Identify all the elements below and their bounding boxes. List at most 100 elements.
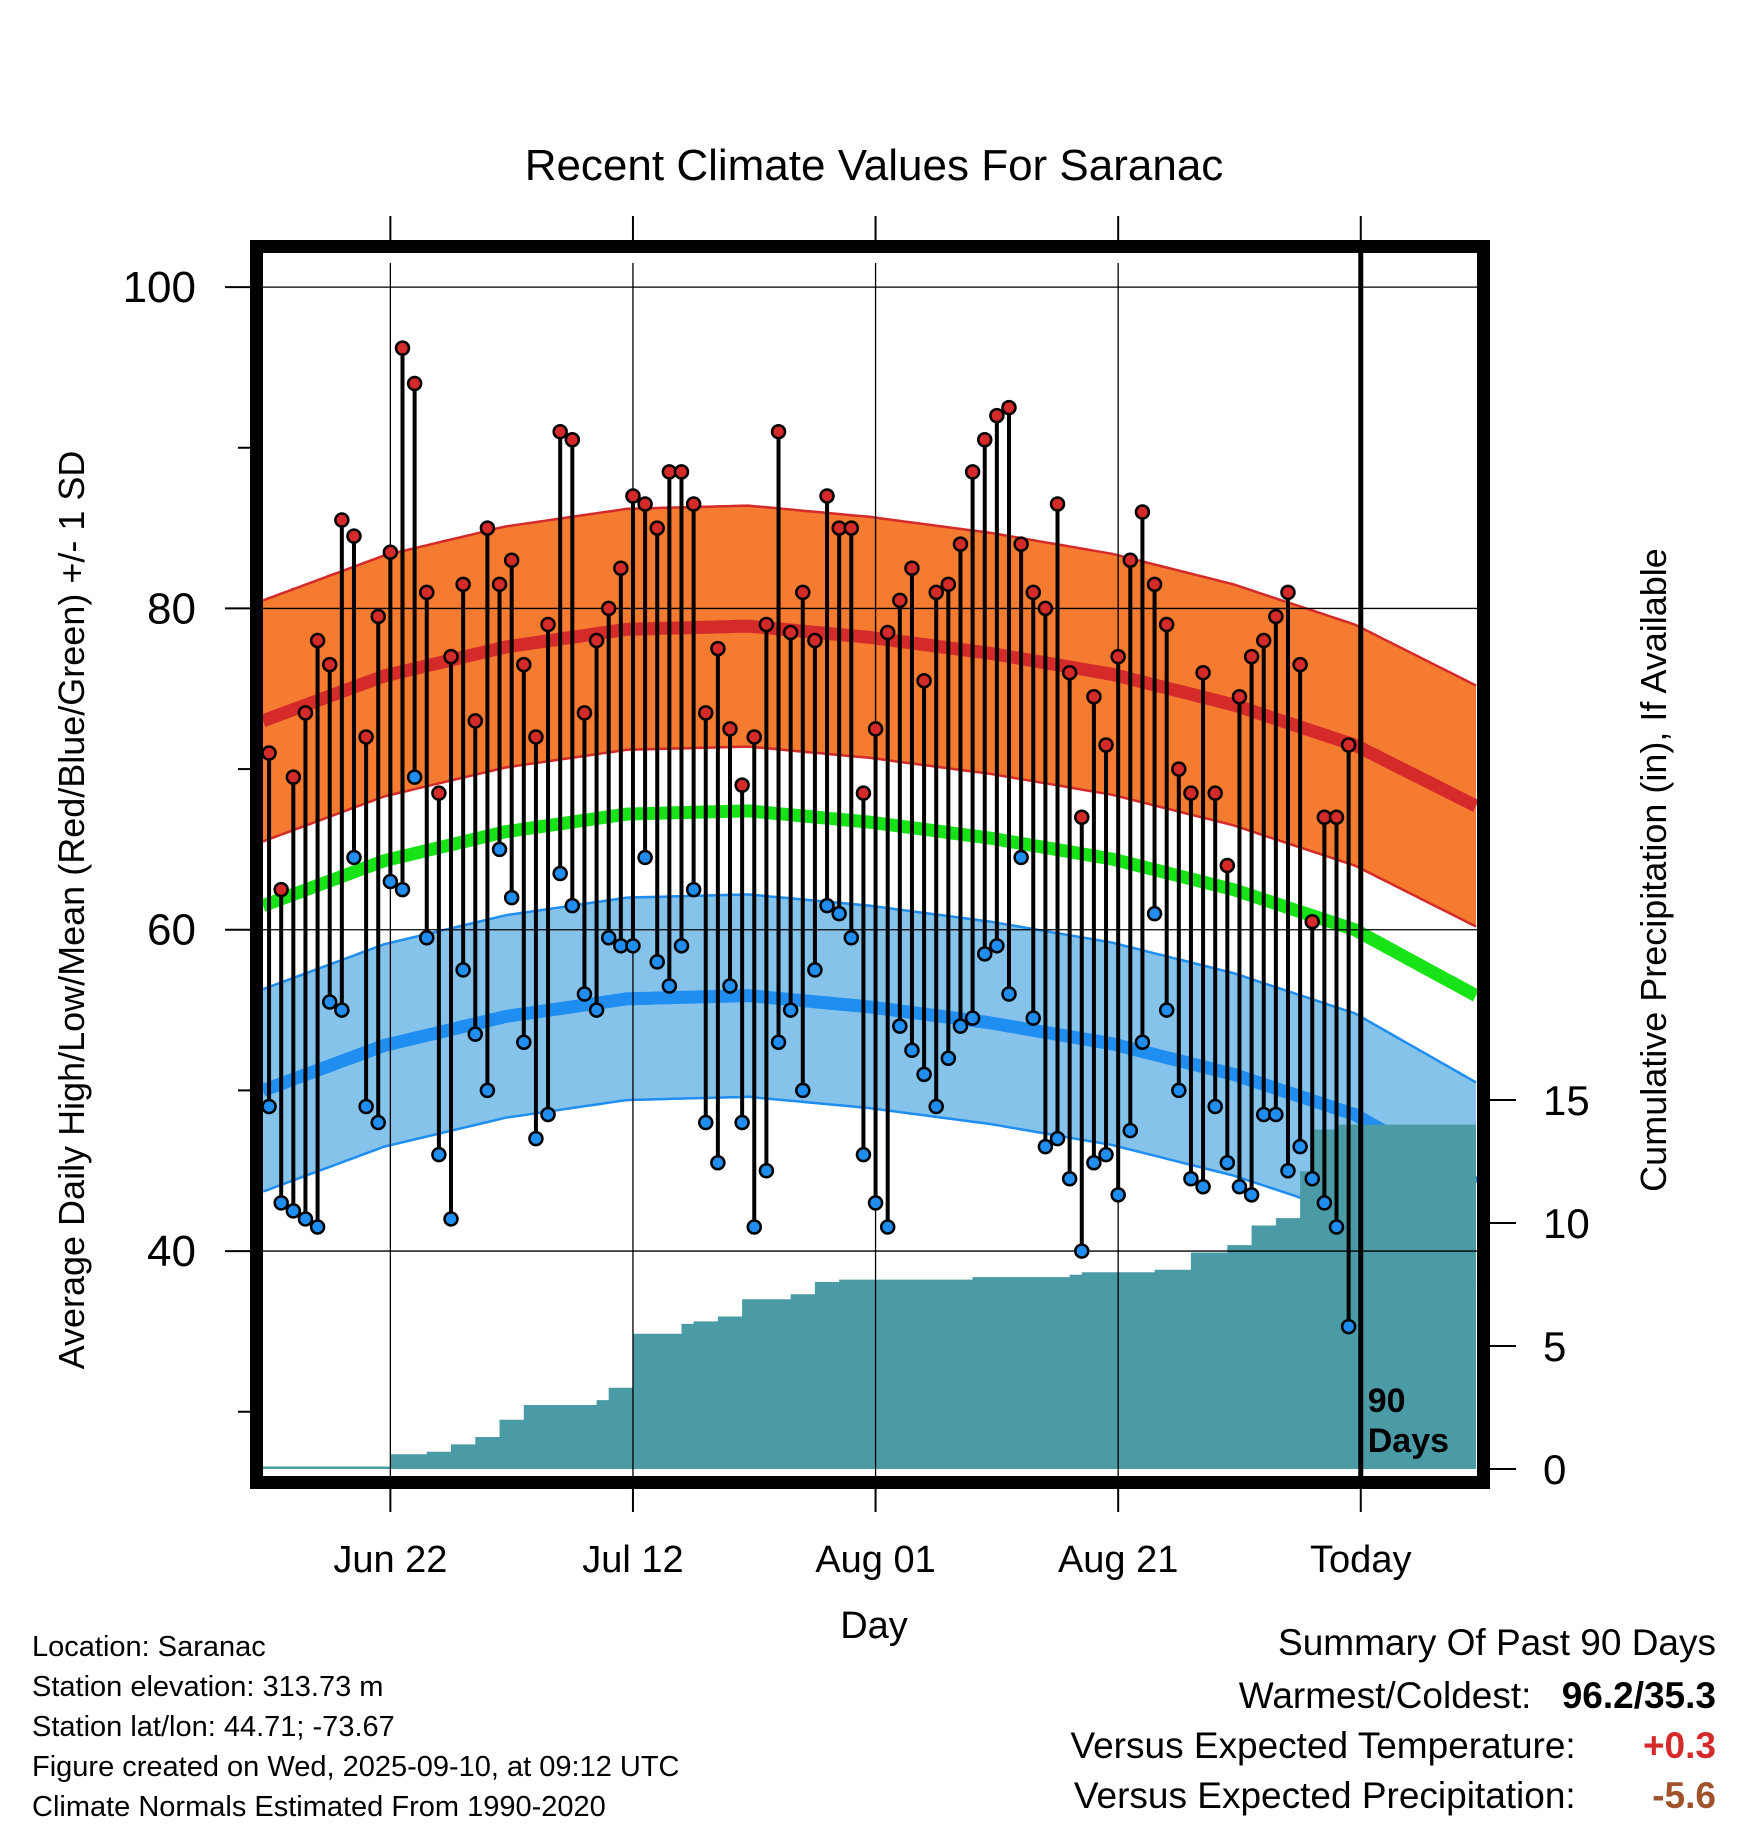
summary-precip-value: -5.6 bbox=[1652, 1775, 1716, 1816]
summary-warmest-value: 96.2/35.3 bbox=[1561, 1675, 1716, 1716]
high-temp-point bbox=[1219, 857, 1236, 874]
low-temp-point bbox=[1292, 1138, 1308, 1155]
high-temp-point bbox=[1098, 737, 1114, 753]
low-temp-point bbox=[1134, 1034, 1151, 1050]
summary-warmest-label: Warmest/Coldest: bbox=[1238, 1675, 1532, 1716]
low-temp-point bbox=[831, 905, 847, 922]
low-temp-point bbox=[1086, 1154, 1102, 1171]
high-temp-point bbox=[625, 488, 641, 504]
info-normals: Climate Normals Estimated From 1990-2020 bbox=[32, 1791, 606, 1823]
high-temp-point bbox=[697, 705, 714, 721]
low-temp-point bbox=[358, 1098, 374, 1115]
high-temp-point bbox=[1292, 656, 1308, 673]
high-temp-point bbox=[1013, 536, 1029, 552]
plot-area bbox=[263, 263, 1477, 1476]
low-temp-point bbox=[952, 1018, 969, 1034]
low-band-lower-edge bbox=[263, 1095, 1477, 1286]
low-temp-point bbox=[1304, 1171, 1320, 1187]
low-temp-point bbox=[382, 873, 399, 890]
high-temp-point bbox=[649, 520, 665, 536]
low-temp-point bbox=[964, 1010, 981, 1026]
x-tick-label: Aug 21 bbox=[1058, 1539, 1178, 1581]
high-temp-point bbox=[952, 536, 969, 552]
low-temp-point bbox=[600, 930, 617, 946]
high-temp-point bbox=[855, 785, 872, 801]
low-temp-point bbox=[758, 1162, 775, 1179]
low-temp-point bbox=[1268, 1106, 1284, 1123]
y-tick-label: 100 bbox=[123, 263, 196, 312]
high-temp-point bbox=[1134, 504, 1151, 520]
info-elevation: Station elevation: 313.73 m bbox=[32, 1671, 384, 1703]
y2-tick-label: 5 bbox=[1543, 1323, 1566, 1370]
low-temp-point bbox=[649, 954, 665, 970]
daily-range-sticks bbox=[267, 348, 1351, 1327]
low-temp-point bbox=[625, 938, 641, 954]
x-axis-label: Day bbox=[840, 1605, 908, 1647]
high-temp-point bbox=[964, 464, 981, 480]
low-temp-point bbox=[879, 1219, 896, 1235]
high-temp-point bbox=[795, 584, 811, 601]
low-temp-point bbox=[1183, 1171, 1199, 1187]
low-temp-point bbox=[528, 1130, 544, 1147]
high-temp-point bbox=[989, 407, 1005, 424]
low-temp-point bbox=[1074, 1243, 1090, 1259]
plot-frame bbox=[250, 240, 1490, 1489]
high-temp-point bbox=[746, 729, 763, 745]
low-temp-point bbox=[1328, 1219, 1345, 1235]
high-temp-point bbox=[263, 745, 277, 761]
low-temp-point bbox=[406, 769, 423, 785]
low-temp-point bbox=[746, 1219, 763, 1235]
high-temp-point bbox=[297, 705, 314, 721]
high-temp-point bbox=[394, 340, 411, 356]
high-temp-point bbox=[528, 729, 544, 745]
high-temp-point bbox=[1061, 664, 1078, 681]
high-temp-point bbox=[503, 552, 520, 568]
low-temp-point bbox=[588, 1002, 605, 1018]
high-temp-point bbox=[1195, 664, 1211, 681]
low-temp-point bbox=[807, 962, 823, 978]
high-temp-point bbox=[1025, 584, 1042, 601]
high-temp-points bbox=[263, 340, 1357, 930]
high-temp-point bbox=[904, 560, 920, 577]
low-temp-point bbox=[1049, 1130, 1066, 1147]
high-temp-point bbox=[1207, 785, 1223, 801]
high-temp-point bbox=[819, 488, 835, 504]
low-normal-band bbox=[263, 894, 1476, 1285]
low-temp-point bbox=[285, 1203, 302, 1219]
high-temp-point bbox=[1268, 608, 1284, 625]
low-temp-point bbox=[491, 841, 508, 858]
low-temp-point bbox=[734, 1114, 750, 1131]
high-temp-point bbox=[892, 592, 908, 609]
low-temp-point bbox=[855, 1146, 872, 1163]
high-temp-point bbox=[1110, 648, 1126, 665]
high-temp-point bbox=[1304, 913, 1320, 930]
high-temp-point bbox=[455, 576, 471, 593]
summary-temp-label: Versus Expected Temperature: bbox=[1070, 1725, 1576, 1766]
high-temp-point bbox=[1328, 809, 1345, 826]
low-temp-point bbox=[976, 946, 993, 962]
high-temp-point bbox=[334, 512, 350, 528]
low-temp-point bbox=[685, 881, 702, 898]
high-temp-point bbox=[370, 608, 386, 625]
high-temp-point bbox=[782, 624, 799, 641]
high-temp-point bbox=[1231, 689, 1248, 705]
high-temp-point bbox=[613, 560, 629, 577]
high-temp-point bbox=[588, 632, 605, 649]
y-tick-label: 60 bbox=[147, 906, 196, 955]
high-temp-point bbox=[1074, 809, 1090, 826]
high-temp-point bbox=[867, 721, 884, 737]
high-temp-point bbox=[722, 721, 738, 737]
low-temp-point bbox=[394, 881, 411, 898]
high-band-upper-edge bbox=[263, 504, 1477, 687]
low-temp-point bbox=[867, 1195, 884, 1211]
low-temp-point bbox=[297, 1211, 314, 1227]
x-tick-label: Today bbox=[1310, 1539, 1411, 1581]
summary-temp-row: Versus Expected Temperature: +0.3 bbox=[1070, 1725, 1716, 1767]
low-temp-point bbox=[637, 849, 653, 866]
low-temp-point bbox=[1207, 1098, 1223, 1115]
high-temp-point bbox=[1049, 496, 1066, 512]
low-temp-point bbox=[419, 930, 435, 946]
high-temp-point bbox=[770, 423, 787, 440]
low-temp-point bbox=[503, 889, 520, 906]
